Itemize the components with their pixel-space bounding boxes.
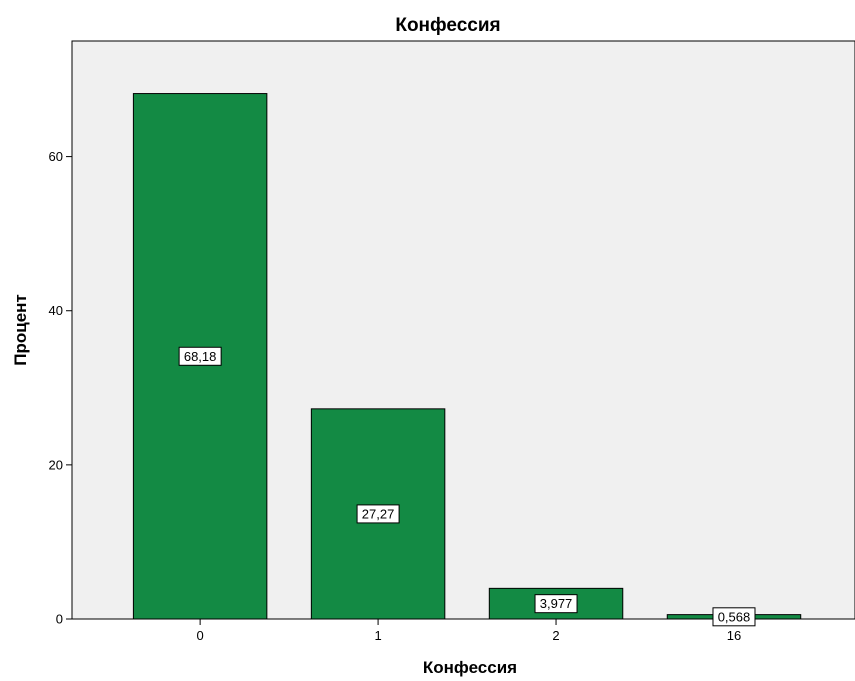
data-label-box xyxy=(356,504,400,524)
x-tick-label: 16 xyxy=(727,628,741,643)
y-axis-label: Процент xyxy=(11,294,30,366)
y-tick-label: 40 xyxy=(49,303,63,318)
y-tick-label: 20 xyxy=(49,457,63,472)
data-label: 3,977 xyxy=(540,596,573,611)
x-axis-label: Конфессия xyxy=(423,658,517,677)
data-labels: 68,18 27,27 3,977 0,568 xyxy=(178,346,756,627)
y-tick-label: 0 xyxy=(56,612,63,627)
data-label: 27,27 xyxy=(362,506,395,521)
data-label-box xyxy=(534,594,578,614)
data-label: 0,568 xyxy=(718,609,751,624)
chart-title: Конфессия xyxy=(395,15,500,36)
data-label-box xyxy=(712,607,756,627)
data-label-box xyxy=(178,346,222,366)
data-label: 68,18 xyxy=(184,349,217,364)
y-tick-label: 60 xyxy=(49,149,63,164)
y-axis: 0 20 40 60 xyxy=(49,149,72,627)
x-tick-label: 2 xyxy=(552,628,559,643)
x-tick-label: 1 xyxy=(374,628,381,643)
x-tick-label: 0 xyxy=(197,628,204,643)
